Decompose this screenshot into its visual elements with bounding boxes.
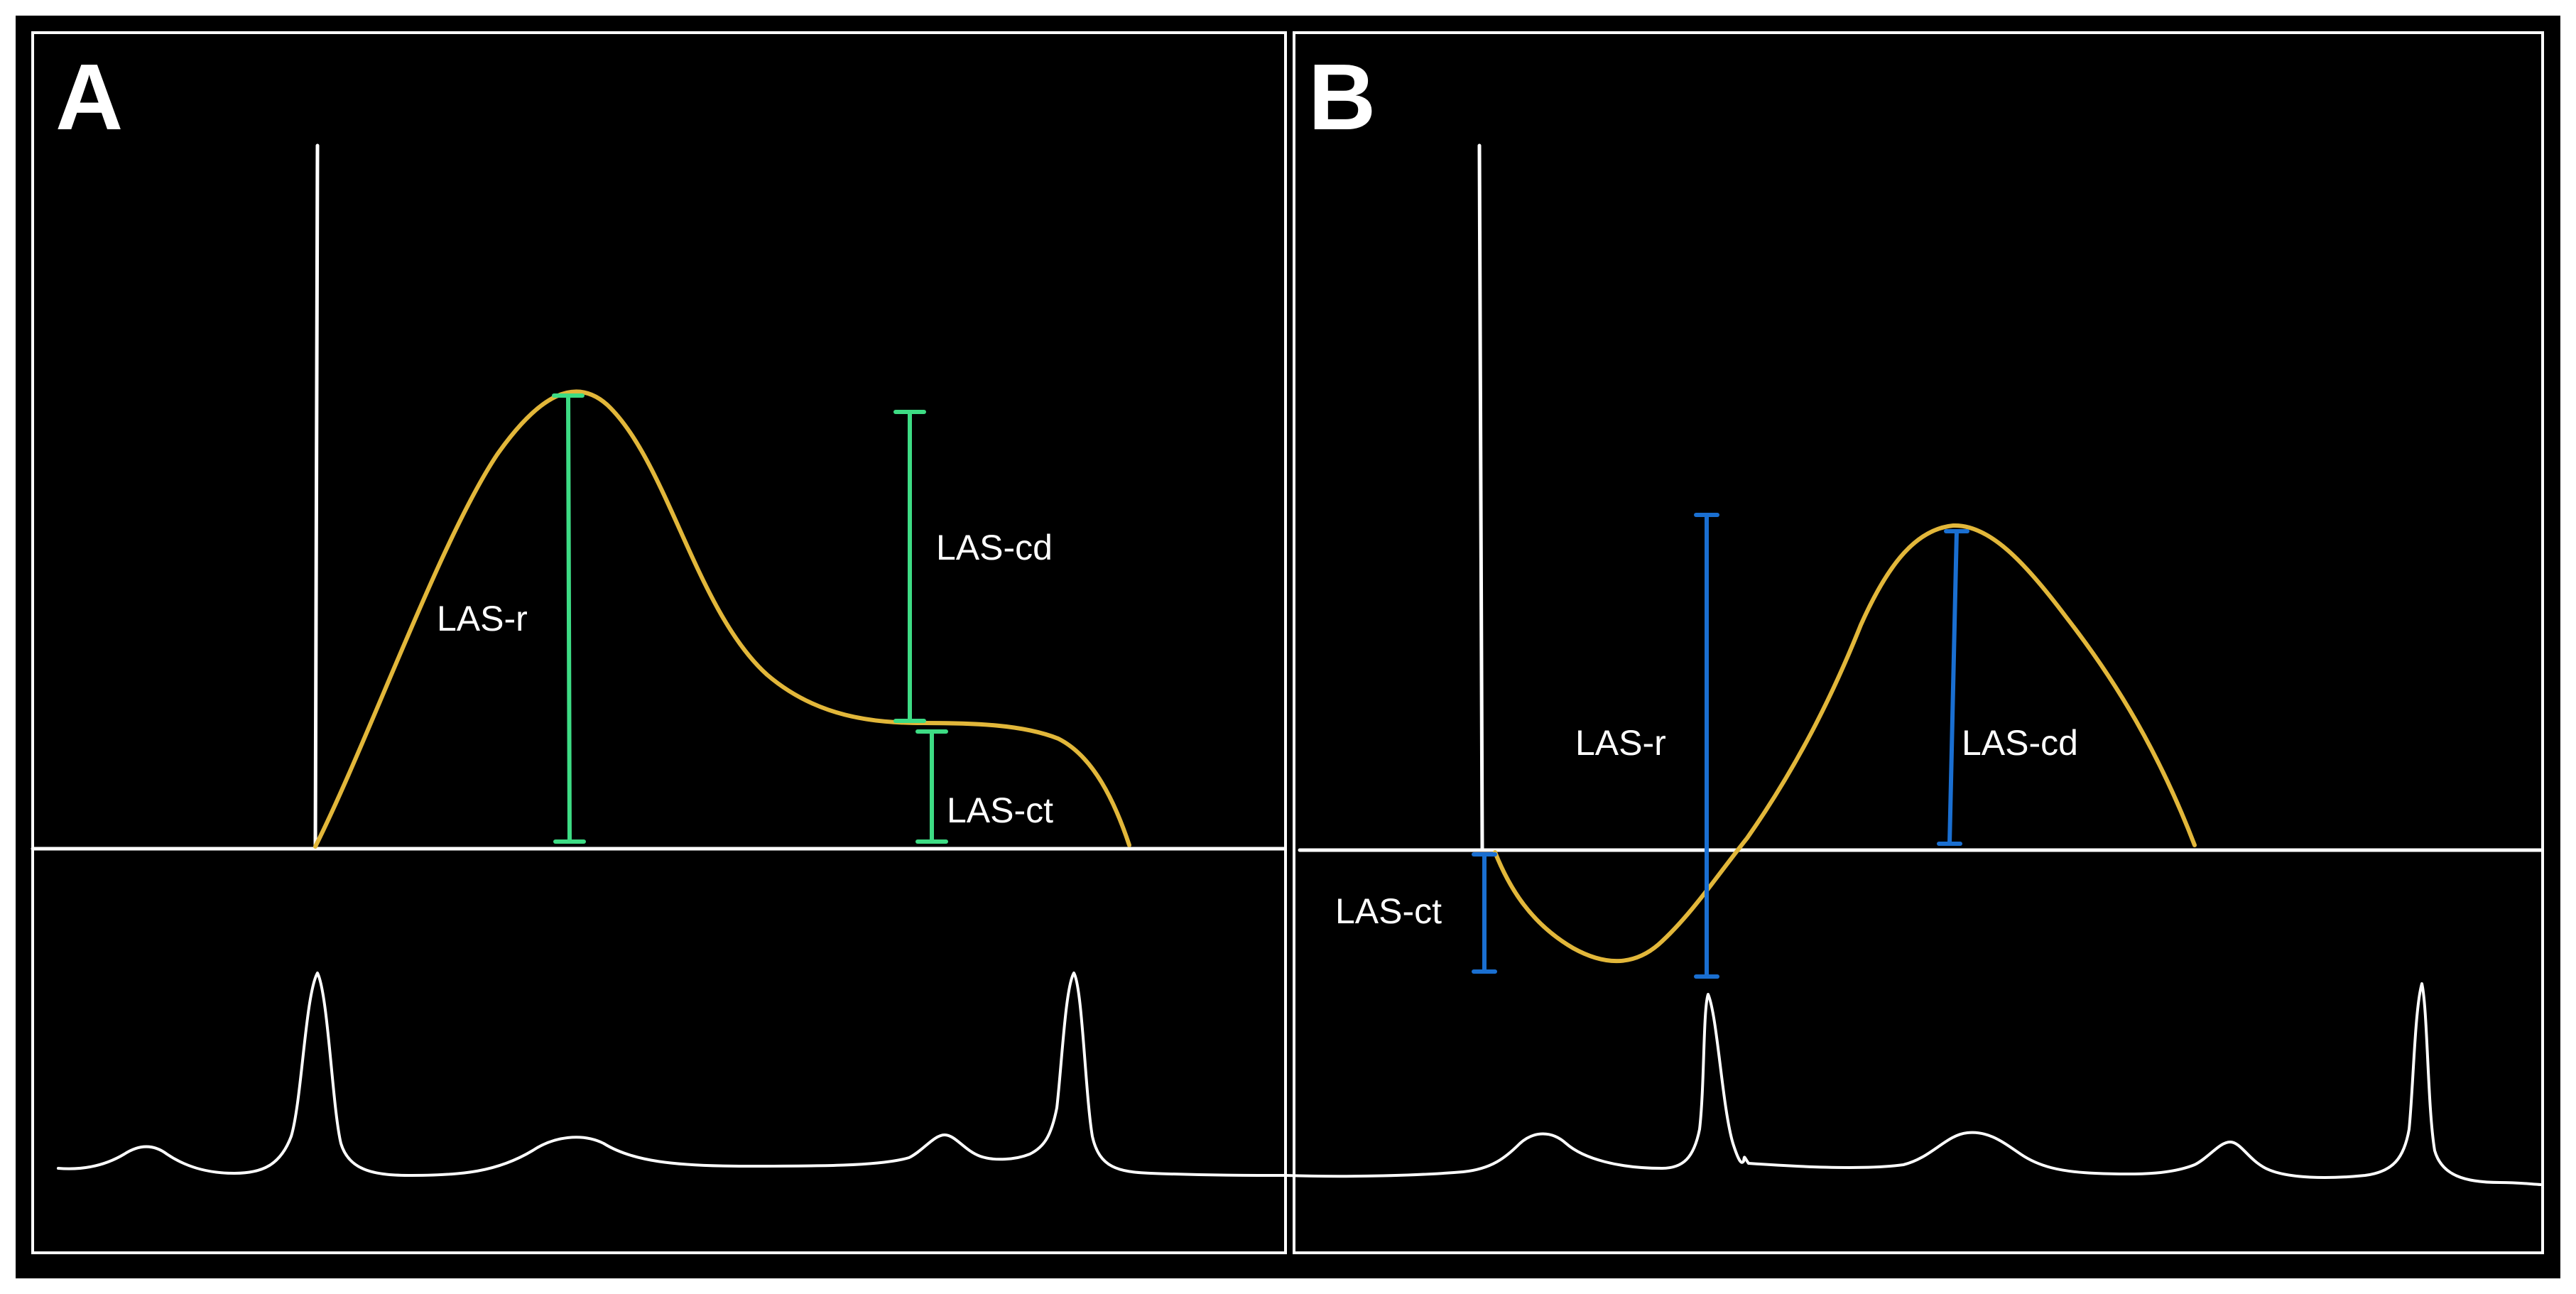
panel-b-las-ct-label: LAS-ct: [1335, 891, 1442, 931]
panel-a-las-r-label: LAS-r: [437, 599, 528, 638]
panel-b-las-cd-label: LAS-cd: [1962, 723, 2078, 763]
panel-b-letter: B: [1308, 45, 1376, 149]
panel-b-strain-curve: [1493, 523, 2197, 964]
panel-a-las-ct-label: LAS-ct: [947, 790, 1053, 830]
panel-b-y-axis: [1477, 143, 1484, 851]
panel-a-letter: A: [55, 45, 123, 149]
panel-b-las-cd-measure: [1937, 529, 1969, 846]
figure-background: [16, 16, 2560, 1278]
panel-b-ecg-trace: [1284, 982, 2544, 1186]
panel-a: A LAS-r LAS-cd LAS-ct: [31, 45, 1287, 1177]
panel-b-las-r-label: LAS-r: [1575, 723, 1666, 763]
panel-a-frame: [31, 31, 1287, 1254]
panel-a-las-cd-measure: [893, 410, 926, 723]
panel-b-las-ct-measure: [1472, 852, 1497, 974]
panel-a-strain-curve: [313, 389, 1131, 849]
panel-a-las-cd-label: LAS-cd: [936, 528, 1053, 567]
panel-b: B LAS-ct LAS-r LAS-cd: [1284, 45, 2544, 1186]
panel-a-y-axis: [313, 143, 320, 851]
panel-b-frame: [1293, 31, 2544, 1254]
panel-a-las-r-measure: [552, 393, 586, 844]
panel-a-las-ct-measure: [915, 729, 948, 844]
panel-a-ecg-trace: [57, 972, 1287, 1177]
panel-b-las-r-measure: [1694, 513, 1719, 979]
